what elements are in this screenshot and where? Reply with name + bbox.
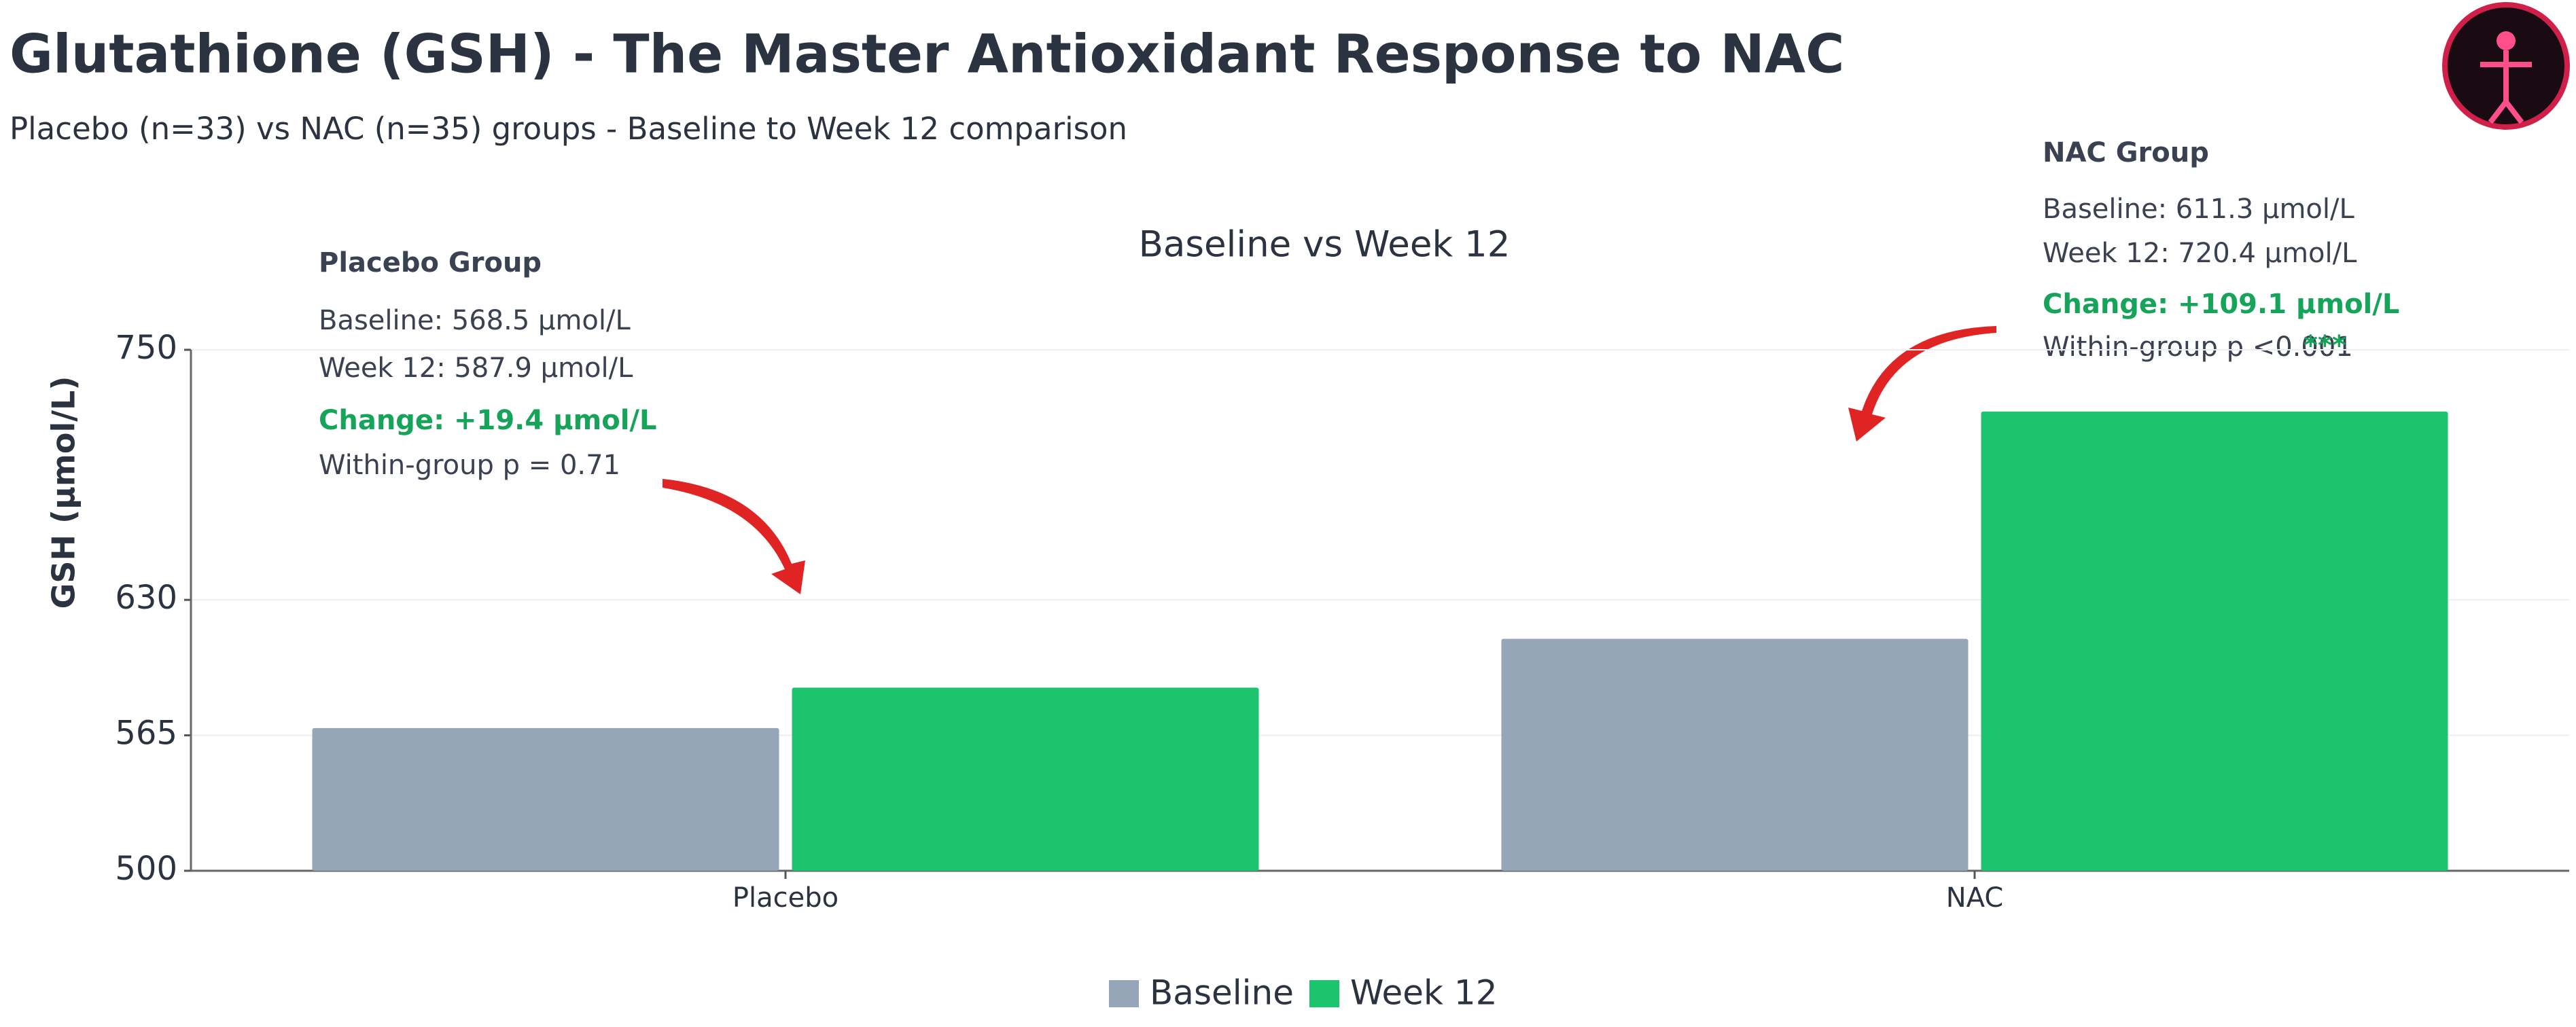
bar xyxy=(312,727,779,871)
annotation-change: Change: +19.4 μmol/L xyxy=(319,405,657,436)
annotation-change: Change: +109.1 μmol/L xyxy=(2043,289,2399,320)
x-tick-label: Placebo xyxy=(733,882,839,914)
y-tick-label: 630 xyxy=(115,579,177,617)
legend-label: Week 12 xyxy=(1350,973,1498,1013)
x-tick-label: NAC xyxy=(1946,882,2004,914)
bar xyxy=(1501,638,1969,871)
legend-label: Baseline xyxy=(1150,973,1294,1013)
annotation-title: Placebo Group xyxy=(319,247,542,278)
subtitle: Placebo (n=33) vs NAC (n=35) groups - Ba… xyxy=(10,111,1127,147)
nac-annotation: NAC Group Baseline: 611.3 μmol/L Week 12… xyxy=(2043,137,2399,363)
y-tick-label: 565 xyxy=(115,715,177,753)
placebo-annotation: Placebo Group Baseline: 568.5 μmol/L Wee… xyxy=(319,247,657,481)
annotation-week12: Week 12: 587.9 μmol/L xyxy=(319,353,633,384)
arrows xyxy=(663,326,1996,594)
chart-title: Baseline vs Week 12 xyxy=(1139,224,1511,266)
y-axis-label: GSH (μmol/L) xyxy=(46,376,82,609)
y-tick-label: 750 xyxy=(115,329,177,367)
legend-swatch xyxy=(1109,980,1139,1007)
page-title: Glutathione (GSH) - The Master Antioxida… xyxy=(10,24,1844,85)
annotation-baseline: Baseline: 568.5 μmol/L xyxy=(319,305,631,336)
y-tick-label: 500 xyxy=(115,850,177,888)
annotation-baseline: Baseline: 611.3 μmol/L xyxy=(2043,194,2354,225)
annotation-significance: *** xyxy=(2304,330,2346,361)
annotation-week12: Week 12: 720.4 μmol/L xyxy=(2043,238,2357,269)
bar xyxy=(792,687,1259,871)
logo xyxy=(2442,2,2570,130)
annotation-p: Within-group p = 0.71 xyxy=(319,450,620,481)
annotation-p: Within-group p <0.001 xyxy=(2043,331,2353,363)
bar xyxy=(1981,411,2448,871)
annotation-title: NAC Group xyxy=(2043,137,2209,168)
legend-swatch xyxy=(1309,980,1339,1007)
